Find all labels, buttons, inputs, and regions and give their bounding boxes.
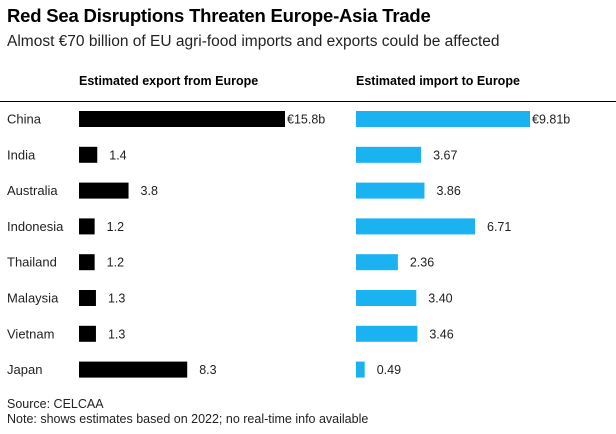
- footnote: Note: shows estimates based on 2022; no …: [7, 412, 369, 426]
- export-bar: [79, 182, 129, 199]
- import-bar: [356, 182, 425, 199]
- import-value-label: 3.67: [433, 148, 457, 162]
- chart-title: Red Sea Disruptions Threaten Europe-Asia…: [7, 5, 431, 26]
- import-bar: [356, 325, 418, 342]
- export-bar: [79, 146, 98, 163]
- export-bar: [79, 254, 95, 271]
- import-bar: [356, 111, 530, 127]
- import-bar: [356, 290, 417, 306]
- category-label: Thailand: [7, 255, 57, 270]
- import-value-label: 6.71: [487, 220, 511, 234]
- export-bar: [79, 290, 96, 306]
- series-header-import: Estimated import to Europe: [356, 74, 520, 88]
- import-value-label: 3.40: [428, 292, 452, 306]
- import-value-label: 3.86: [436, 184, 460, 198]
- category-label: Japan: [7, 362, 42, 377]
- import-bar: [356, 146, 422, 163]
- category-label: China: [7, 112, 42, 127]
- import-bar: [356, 218, 476, 235]
- export-value-label: €15.8b: [287, 113, 325, 127]
- export-value-label: 1.3: [108, 327, 125, 341]
- export-bar: [79, 361, 188, 378]
- category-label: Malaysia: [7, 291, 59, 306]
- chart-subtitle: Almost €70 billion of EU agri-food impor…: [7, 33, 500, 50]
- import-value-label: 3.46: [429, 327, 453, 341]
- category-label: Indonesia: [7, 219, 64, 234]
- export-value-label: 1.3: [108, 292, 125, 306]
- category-label: Australia: [7, 183, 58, 198]
- import-value-label: €9.81b: [532, 113, 570, 127]
- export-value-label: 8.3: [199, 363, 216, 377]
- export-bar: [79, 325, 96, 342]
- export-value-label: 1.4: [109, 148, 126, 162]
- category-label: India: [7, 147, 36, 162]
- export-value-label: 3.8: [141, 184, 158, 198]
- category-label: Vietnam: [7, 326, 54, 341]
- import-value-label: 0.49: [377, 363, 401, 377]
- export-value-label: 1.2: [107, 256, 124, 270]
- export-value-label: 1.2: [107, 220, 124, 234]
- bar-chart: Estimated export from Europe Estimated im…: [0, 74, 616, 378]
- export-bar: [79, 218, 95, 235]
- source-note: Source: CELCAA: [7, 397, 104, 411]
- export-bar: [79, 111, 285, 127]
- import-bar: [356, 254, 398, 271]
- import-value-label: 2.36: [410, 256, 434, 270]
- series-header-export: Estimated export from Europe: [79, 74, 258, 88]
- import-bar: [356, 361, 365, 378]
